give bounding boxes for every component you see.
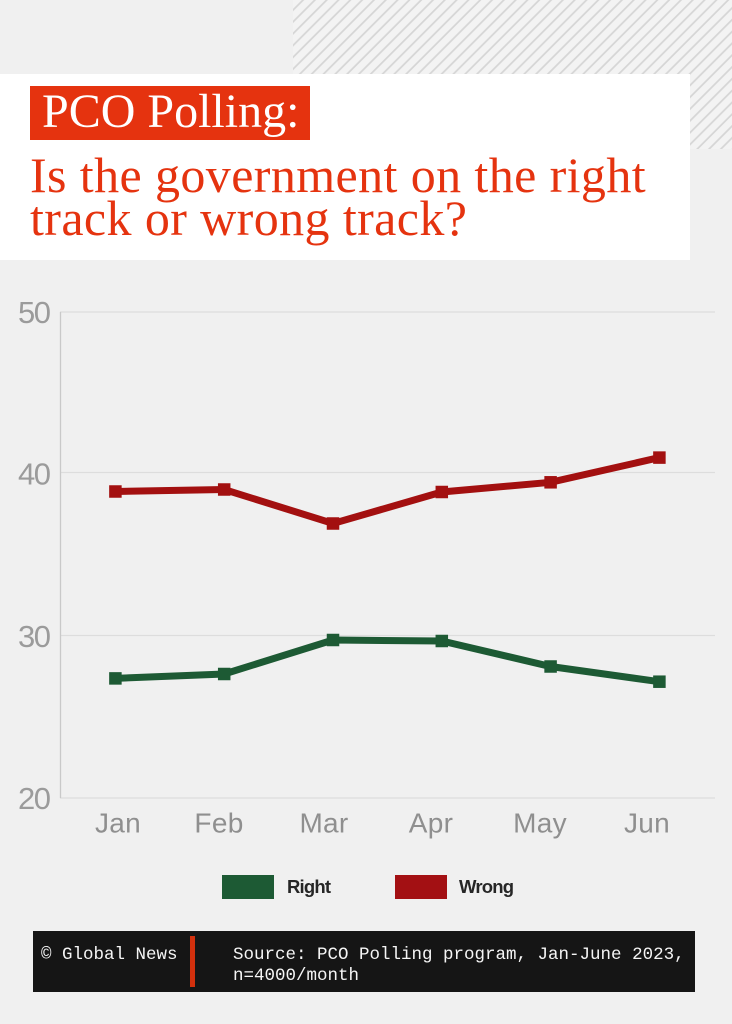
svg-text:Mar: Mar [299,808,348,839]
svg-text:Jan: Jan [95,808,141,839]
svg-text:Feb: Feb [194,808,243,839]
svg-text:Apr: Apr [409,808,453,839]
svg-text:20: 20 [18,781,51,816]
svg-text:30: 30 [18,619,51,654]
svg-text:May: May [513,808,567,839]
svg-text:40: 40 [18,456,51,491]
svg-text:Jun: Jun [624,808,670,839]
svg-text:50: 50 [18,295,51,330]
